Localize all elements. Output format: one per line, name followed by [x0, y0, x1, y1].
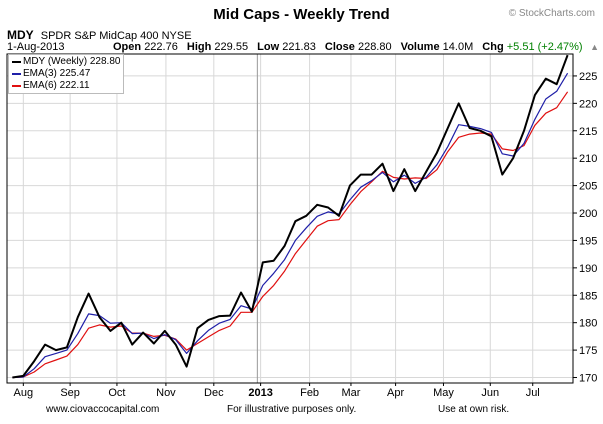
legend-swatch-mdy [12, 61, 21, 63]
x-tick-label: Aug [14, 387, 34, 399]
x-tick-label: Mar [341, 387, 360, 399]
x-tick-label: Feb [300, 387, 319, 399]
series-line-ema6 [12, 91, 569, 379]
y-tick-label: 195 [579, 235, 597, 247]
footer-website: www.ciovaccocapital.com [46, 404, 160, 415]
series-line-mdy [12, 54, 569, 379]
y-tick-label: 205 [579, 181, 597, 193]
high-value: 229.55 [214, 41, 249, 53]
low-label: Low [257, 41, 280, 53]
symbol-row: MDY SPDR S&P MidCap 400 NYSE [7, 28, 192, 42]
symbol-description: SPDR S&P MidCap 400 [40, 30, 159, 42]
x-tick-label: Jun [481, 387, 499, 399]
y-tick-label: 220 [579, 98, 597, 110]
close-label: Close [324, 41, 355, 53]
y-tick-label: 180 [579, 318, 597, 330]
legend-label-mdy: MDY (Weekly) 228.80 [23, 56, 121, 67]
low-value: 221.83 [282, 41, 316, 53]
x-tick-label: Nov [156, 387, 176, 399]
volume-value: 14.0M [442, 41, 474, 53]
series-line-ema3 [12, 72, 569, 379]
plot-border [6, 53, 574, 384]
y-tick-label: 215 [579, 126, 597, 138]
y-tick-label: 185 [579, 290, 597, 302]
exchange-label: NYSE [161, 30, 192, 42]
chg-label: Chg [482, 41, 504, 53]
y-tick-label: 175 [579, 345, 597, 357]
x-tick-label: Jul [526, 387, 540, 399]
footer-risk-note: Use at own risk. [438, 404, 510, 415]
y-tick-label: 170 [579, 373, 597, 385]
open-value: 222.76 [144, 41, 178, 53]
volume-label: Volume [400, 41, 440, 53]
open-label: Open [113, 41, 142, 53]
x-tick-label: 2013 [248, 387, 272, 399]
x-tick-label: Dec [204, 387, 224, 399]
symbol-label: MDY [7, 28, 34, 42]
x-tick-label: Sep [60, 387, 80, 399]
triangle-up-icon: ▲ [590, 42, 599, 52]
y-tick-label: 190 [579, 263, 597, 275]
legend-item-mdy: MDY (Weekly) 228.80 [12, 56, 120, 68]
legend-item-ema6: EMA(6) 222.11 [12, 80, 120, 92]
y-tick-label: 200 [579, 208, 597, 220]
chart-legend: MDY (Weekly) 228.80 EMA(3) 225.47 EMA(6)… [8, 54, 125, 94]
legend-label-ema6: EMA(6) 222.11 [23, 80, 90, 91]
footer-disclaimer: For illustrative purposes only. [227, 404, 357, 415]
quote-date: 1-Aug-2013 [7, 41, 65, 53]
quote-stats: Open 222.76 High 229.55 Low 221.83 Close… [113, 41, 583, 53]
chg-value: +5.51 (+2.47%) [506, 41, 583, 53]
high-label: High [186, 41, 212, 53]
x-tick-label: Oct [108, 387, 125, 399]
legend-label-ema3: EMA(3) 225.47 [23, 68, 91, 79]
chart-title: Mid Caps - Weekly Trend [213, 6, 390, 23]
y-tick-label: 210 [579, 153, 597, 165]
close-value: 228.80 [357, 41, 392, 53]
x-tick-label: Apr [387, 387, 404, 399]
legend-swatch-ema3 [12, 73, 21, 75]
plot-area [7, 54, 573, 383]
y-tick-label: 225 [579, 71, 597, 83]
copyright-label: © StockCharts.com [508, 8, 595, 19]
x-tick-label: May [433, 387, 454, 399]
legend-swatch-ema6 [12, 85, 21, 87]
legend-item-ema3: EMA(3) 225.47 [12, 68, 120, 80]
